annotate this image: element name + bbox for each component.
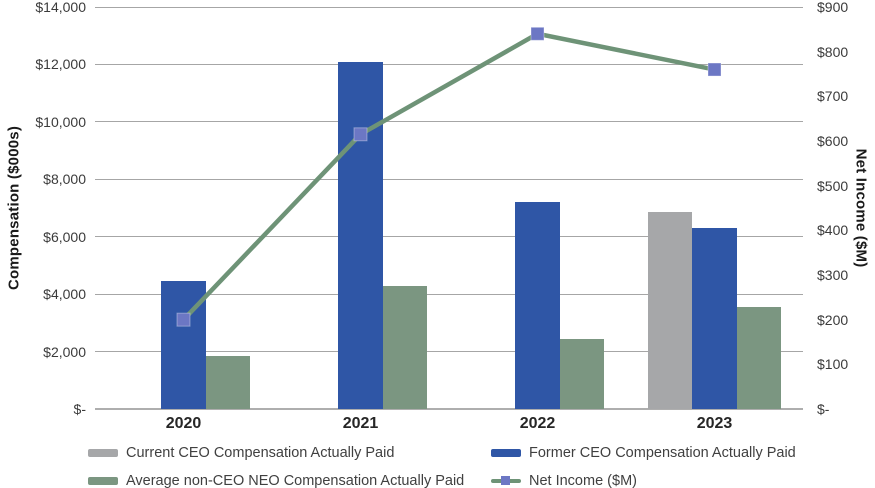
- y-axis-right-tick-label: $300: [817, 267, 849, 283]
- y-axis-right-tick-label: $100: [817, 356, 849, 373]
- net-income-marker: [707, 62, 722, 77]
- gridline: [95, 178, 803, 180]
- y-axis-right-tick-label: $800: [817, 43, 849, 60]
- net-income-marker: [176, 312, 191, 327]
- bar-former-ceo-compensation-actually-paid: [692, 228, 737, 409]
- x-axis-line: [95, 408, 803, 410]
- gridline: [95, 6, 803, 8]
- y-axis-right-tick-label: $200: [817, 311, 849, 328]
- y-axis-left-tick-label: $8,000: [43, 171, 86, 188]
- y-axis-right-tick-label: $900: [817, 0, 849, 15]
- legend-item: Net Income ($M): [491, 472, 803, 488]
- y-axis-right-tick-label: $-: [817, 401, 830, 417]
- bar-average-non-ceo-neo-compensation-actually-paid: [736, 307, 782, 409]
- net-income-marker: [353, 127, 368, 142]
- legend-item: Average non-CEO NEO Compensation Actuall…: [88, 472, 491, 488]
- y-axis-left-tick-label: $-: [73, 401, 86, 417]
- x-axis-category-label: 2021: [342, 415, 379, 432]
- legend-label: Current CEO Compensation Actually Paid: [126, 444, 395, 461]
- gridline: [95, 63, 803, 65]
- y-axis-left-tick-label: $14,000: [35, 0, 86, 15]
- legend-line-marker-icon: [501, 476, 510, 485]
- net-income-line: [181, 31, 715, 322]
- legend-swatch: [491, 448, 521, 457]
- bar-current-ceo-compensation-actually-paid: [647, 212, 693, 409]
- x-axis-category-label: 2023: [696, 415, 733, 432]
- gridline: [95, 351, 803, 353]
- bar-average-non-ceo-neo-compensation-actually-paid: [205, 355, 251, 409]
- y-axis-left-tick-label: $4,000: [43, 286, 86, 303]
- bar-former-ceo-compensation-actually-paid: [338, 61, 383, 409]
- bar-former-ceo-compensation-actually-paid: [515, 202, 560, 409]
- legend-item: Former CEO Compensation Actually Paid: [491, 444, 803, 461]
- bar-average-non-ceo-neo-compensation-actually-paid: [382, 285, 428, 409]
- net-income-marker: [530, 26, 545, 41]
- gridline: [95, 293, 803, 295]
- y-axis-left-tick-label: $6,000: [43, 228, 86, 245]
- legend-item: Current CEO Compensation Actually Paid: [88, 444, 491, 461]
- y-axis-left-tick-label: $10,000: [35, 113, 86, 130]
- legend-label: Former CEO Compensation Actually Paid: [529, 444, 796, 461]
- y-axis-left-tick-label: $2,000: [43, 343, 86, 360]
- legend-swatch: [88, 448, 118, 457]
- gridline: [95, 236, 803, 238]
- y-axis-right-tick-label: $600: [817, 133, 849, 149]
- bar-average-non-ceo-neo-compensation-actually-paid: [559, 338, 605, 409]
- y-axis-left-tick-label: $12,000: [35, 56, 86, 73]
- legend-label: Net Income ($M): [529, 472, 637, 488]
- x-axis-category-label: 2020: [165, 415, 202, 432]
- y-axis-right-tick-label: $700: [817, 88, 849, 105]
- legend-swatch: [88, 476, 118, 485]
- chart-legend: Current CEO Compensation Actually Paid Fo…: [88, 444, 803, 488]
- legend-label: Average non-CEO NEO Compensation Actuall…: [126, 472, 465, 488]
- x-axis-category-label: 2022: [519, 415, 556, 432]
- y-axis-right-tick-label: $400: [817, 222, 849, 239]
- y-axis-right-tick-label: $500: [817, 177, 849, 194]
- gridline: [95, 121, 803, 123]
- legend-line-swatch: [491, 474, 521, 487]
